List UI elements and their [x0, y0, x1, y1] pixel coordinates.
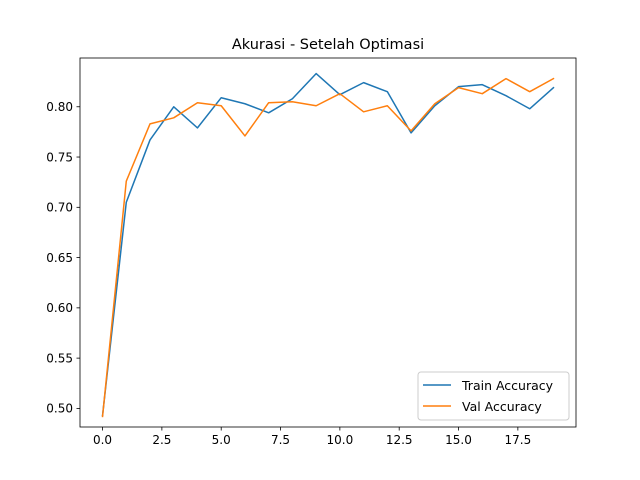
y-tick-label: 0.80: [46, 100, 73, 114]
x-tick-label: 17.5: [504, 433, 531, 447]
legend-label-train: Train Accuracy: [461, 378, 554, 393]
series-layer: [101, 72, 555, 418]
plot-area: [80, 58, 576, 427]
y-axis: 0.50 0.55 0.60 0.65 0.70 0.75 0.80: [46, 100, 80, 416]
x-tick-label: 15.0: [445, 433, 472, 447]
legend-box: [417, 371, 570, 421]
series-line-val-accuracy: [101, 77, 555, 418]
x-tick-label: 5.0: [212, 433, 231, 447]
series-line-train-accuracy: [101, 72, 555, 417]
chart-title: Akurasi - Setelah Optimasi: [232, 37, 424, 53]
legend: Train Accuracy Val Accuracy: [417, 371, 570, 421]
x-tick-label: 0.0: [93, 433, 112, 447]
plot-frame: [79, 57, 577, 428]
x-tick-label: 2.5: [152, 433, 171, 447]
y-tick-label: 0.55: [46, 351, 73, 365]
x-tick-label: 10.0: [327, 433, 354, 447]
y-tick-label: 0.60: [46, 301, 73, 315]
y-tick-label: 0.75: [46, 150, 73, 164]
x-tick-label: 12.5: [386, 433, 413, 447]
y-tick-label: 0.70: [46, 201, 73, 215]
legend-label-val: Val Accuracy: [462, 399, 542, 414]
x-axis: 0.0 2.5 5.0 7.5 10.0 12.5 15.0 17.5: [93, 427, 531, 447]
y-tick-label: 0.65: [46, 251, 73, 265]
x-tick-label: 7.5: [271, 433, 290, 447]
y-tick-label: 0.50: [46, 402, 73, 416]
